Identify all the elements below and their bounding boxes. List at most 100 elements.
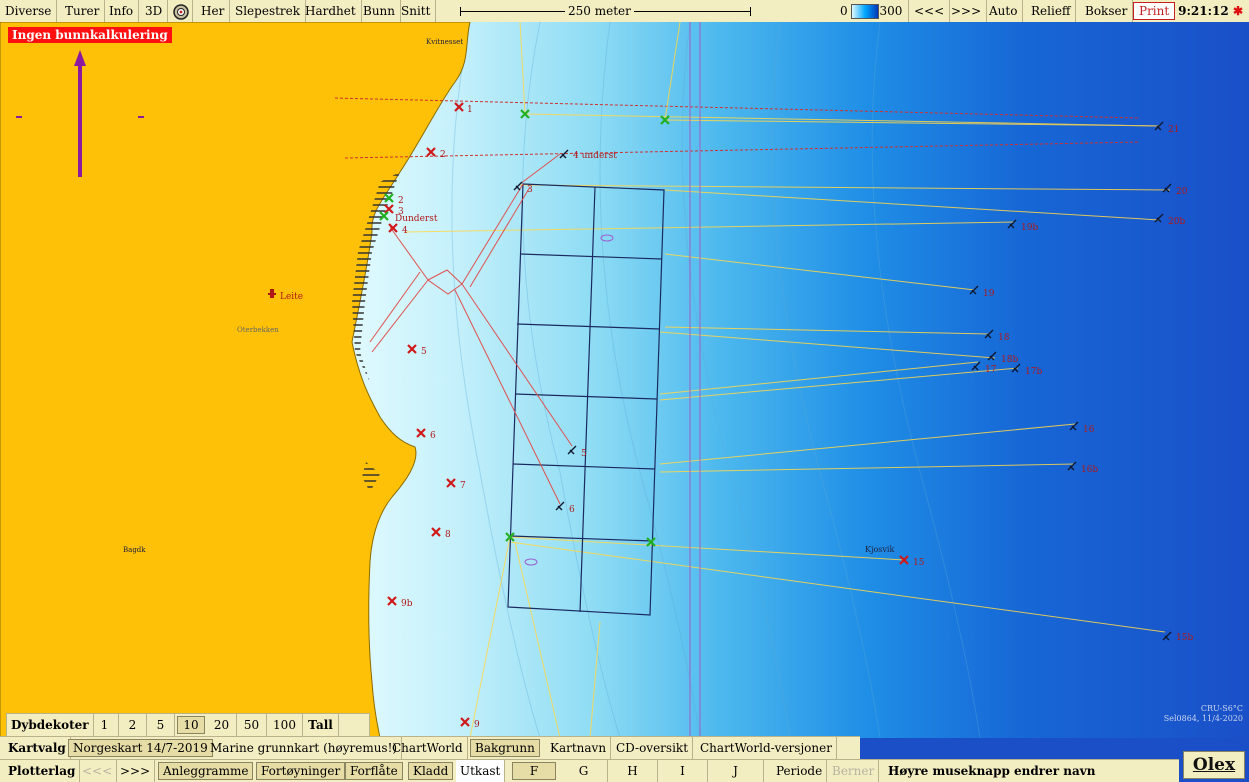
nav-next-button[interactable]: >>>	[946, 0, 988, 22]
plotterlag-next[interactable]: >>>	[116, 760, 156, 782]
purple-lines	[689, 22, 701, 738]
place-leite: Leite	[280, 292, 303, 302]
lbl-8: 8	[445, 530, 451, 540]
lbl-20: 20	[1176, 187, 1188, 197]
menu-diverse[interactable]: Diverse	[0, 0, 58, 22]
depth-max: 300	[879, 4, 903, 18]
layer-g[interactable]: G	[560, 760, 608, 782]
olex-logo[interactable]: Olex	[1183, 751, 1245, 779]
scale-tick-left	[460, 7, 461, 16]
dybdekoter-label: Dybdekoter	[7, 714, 94, 736]
chart-kartnavn[interactable]: Kartnavn	[546, 737, 612, 759]
depth-5[interactable]: 5	[147, 714, 175, 736]
lbl-6: 6	[430, 431, 436, 441]
green-marks[interactable]	[379, 109, 670, 547]
depth-100[interactable]: 100	[267, 714, 303, 736]
lbl-16b: 16b	[1081, 465, 1098, 475]
chart-cd-oversikt[interactable]: CD-oversikt	[612, 737, 694, 759]
layer-kladd[interactable]: Kladd	[408, 762, 454, 780]
layer-periode[interactable]: Periode	[772, 760, 828, 782]
layer-berner[interactable]: Berner	[828, 760, 880, 782]
depth-50[interactable]: 50	[237, 714, 267, 736]
lbl-5: 5	[421, 347, 427, 357]
chart-map[interactable]: 1 2 3 4 5 6 7 8 9b 9 15 21 20 20b 19b 19…	[0, 21, 1249, 739]
lbl-21: 21	[1168, 125, 1179, 135]
mark-2	[426, 147, 436, 157]
lbl-15: 15	[913, 558, 925, 568]
depth-10[interactable]: 10	[177, 716, 205, 734]
lbl-misc-5: 5	[581, 449, 587, 459]
depth-gradient-swatch	[851, 4, 880, 19]
chart-chartworld[interactable]: ChartWorld	[388, 737, 468, 759]
layer-i[interactable]: I	[658, 760, 708, 782]
mark-15	[899, 555, 909, 565]
layer-f[interactable]: F	[512, 762, 556, 780]
auto-button[interactable]: Auto	[984, 0, 1024, 22]
plotterlag-label: Plotterlag	[4, 760, 81, 782]
mark-labels: 1 2 3 4 5 6 7 8 9b 9 15 21 20 20b 19b 19…	[123, 38, 1193, 730]
chart-bakgrunn[interactable]: Bakgrunn	[470, 739, 540, 757]
menu-snitt[interactable]: Snitt	[396, 0, 437, 22]
mark-6	[416, 428, 426, 438]
depth-bands	[451, 21, 981, 739]
red-marks[interactable]	[384, 102, 909, 727]
map-canvas[interactable]: 1 2 3 4 5 6 7 8 9b 9 15 21 20 20b 19b 19…	[0, 21, 1249, 739]
compass-button[interactable]	[170, 0, 193, 22]
nav-prev-button[interactable]: <<<	[908, 0, 951, 22]
plotterlag-prev[interactable]: <<<	[78, 760, 118, 782]
layer-forflate[interactable]: Forflåte	[345, 762, 403, 780]
lbl-9b: 9b	[401, 599, 413, 609]
mark-7	[446, 478, 456, 488]
plotterlag-hint: Høyre museknapp endrer navn	[888, 764, 1096, 778]
lbl-15b: 15b	[1176, 633, 1193, 643]
layer-h[interactable]: H	[608, 760, 658, 782]
layer-utkast[interactable]: Utkast	[456, 760, 506, 782]
place-oterbekken: Oterbekken	[237, 326, 279, 334]
lbl-4: 4	[402, 226, 408, 236]
relief-button[interactable]: Relieff	[1026, 0, 1077, 22]
plotterlag-bar: Plotterlag <<< >>> Anleggramme Fortøynin…	[0, 759, 1179, 782]
menu-info[interactable]: Info	[104, 0, 140, 22]
menu-hardhet[interactable]: Hardhet	[300, 0, 362, 22]
mark-5	[407, 344, 417, 354]
layer-anleggramme[interactable]: Anleggramme	[158, 762, 254, 780]
lbl-17: 17	[985, 365, 997, 375]
lbl-18: 18	[998, 333, 1010, 343]
print-button[interactable]: Print	[1133, 2, 1176, 20]
layer-fortoyninger[interactable]: Fortøyninger	[256, 762, 346, 780]
shore-hatch	[352, 172, 400, 382]
bokser-button[interactable]: Bokser	[1080, 0, 1134, 22]
layer-j[interactable]: J	[708, 760, 764, 782]
menu-3d[interactable]: 3D	[140, 0, 169, 22]
mark-1	[454, 102, 464, 112]
menu-slepestrek[interactable]: Slepestrek	[230, 0, 307, 22]
lbl-7: 7	[460, 481, 466, 491]
chart-norgeskart[interactable]: Norgeskart 14/7-2019	[68, 739, 213, 757]
lbl-18b: 18b	[1001, 355, 1018, 365]
red-lines	[369, 153, 573, 505]
chart-chartworld-versjoner[interactable]: ChartWorld-versjoner	[696, 737, 837, 759]
menu-bunn[interactable]: Bunn	[358, 0, 402, 22]
house-icon	[268, 289, 276, 298]
place-kjosvik: Kjosvik	[865, 545, 894, 554]
yellow-lines	[404, 21, 1171, 739]
mark-9	[460, 717, 470, 727]
depth-20[interactable]: 20	[207, 714, 237, 736]
lbl-1: 1	[467, 105, 473, 115]
corner-info-line-2: Sel0864, 11/4-2020	[1163, 714, 1243, 723]
chart-marine-grunnkart[interactable]: Marine grunnkart (høyremus!)	[206, 737, 403, 759]
north-arrow	[16, 50, 144, 177]
mark-8	[431, 527, 441, 537]
depth-1[interactable]: 1	[91, 714, 119, 736]
fish-marks[interactable]	[513, 121, 1172, 641]
depth-2[interactable]: 2	[119, 714, 147, 736]
depth-min: 0	[840, 4, 848, 18]
depth-tall[interactable]: Tall	[303, 714, 339, 736]
lbl-dunderst: Dunderst	[395, 214, 438, 224]
menu-turer[interactable]: Turer	[60, 0, 106, 22]
menu-her[interactable]: Her	[196, 0, 231, 22]
lbl-2: 2	[440, 150, 446, 160]
bottom-calc-warning: Ingen bunnkalkulering	[8, 27, 172, 43]
depth-legend: 0 300	[840, 0, 902, 22]
scale-tick-right	[750, 7, 751, 16]
